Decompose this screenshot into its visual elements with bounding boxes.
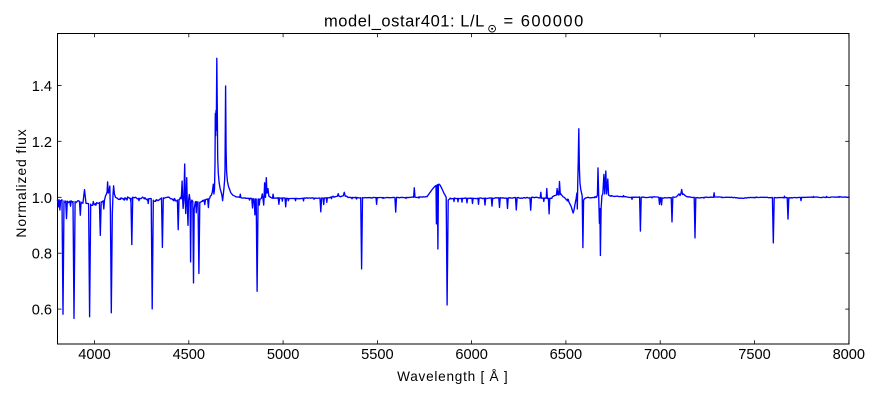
- svg-text:0.6: 0.6: [32, 303, 52, 319]
- svg-text:= 600000: = 600000: [504, 13, 585, 31]
- svg-text:Normalized flux: Normalized flux: [13, 128, 29, 237]
- svg-text:8000: 8000: [833, 347, 865, 363]
- svg-text:5500: 5500: [361, 347, 393, 363]
- svg-text:0.8: 0.8: [32, 247, 52, 263]
- svg-text:1.0: 1.0: [32, 191, 52, 207]
- svg-text:1.4: 1.4: [32, 79, 52, 95]
- svg-text:5000: 5000: [267, 347, 299, 363]
- svg-text:4000: 4000: [78, 347, 110, 363]
- svg-text:7000: 7000: [644, 347, 676, 363]
- svg-text:model_ostar401: L/L: model_ostar401: L/L: [324, 13, 485, 31]
- svg-text:6000: 6000: [455, 347, 487, 363]
- svg-text:Wavelength [ Å ]: Wavelength [ Å ]: [397, 369, 508, 384]
- svg-text:7500: 7500: [738, 347, 770, 363]
- svg-text:1.2: 1.2: [32, 135, 52, 151]
- svg-text:6500: 6500: [550, 347, 582, 363]
- svg-text:4500: 4500: [173, 347, 205, 363]
